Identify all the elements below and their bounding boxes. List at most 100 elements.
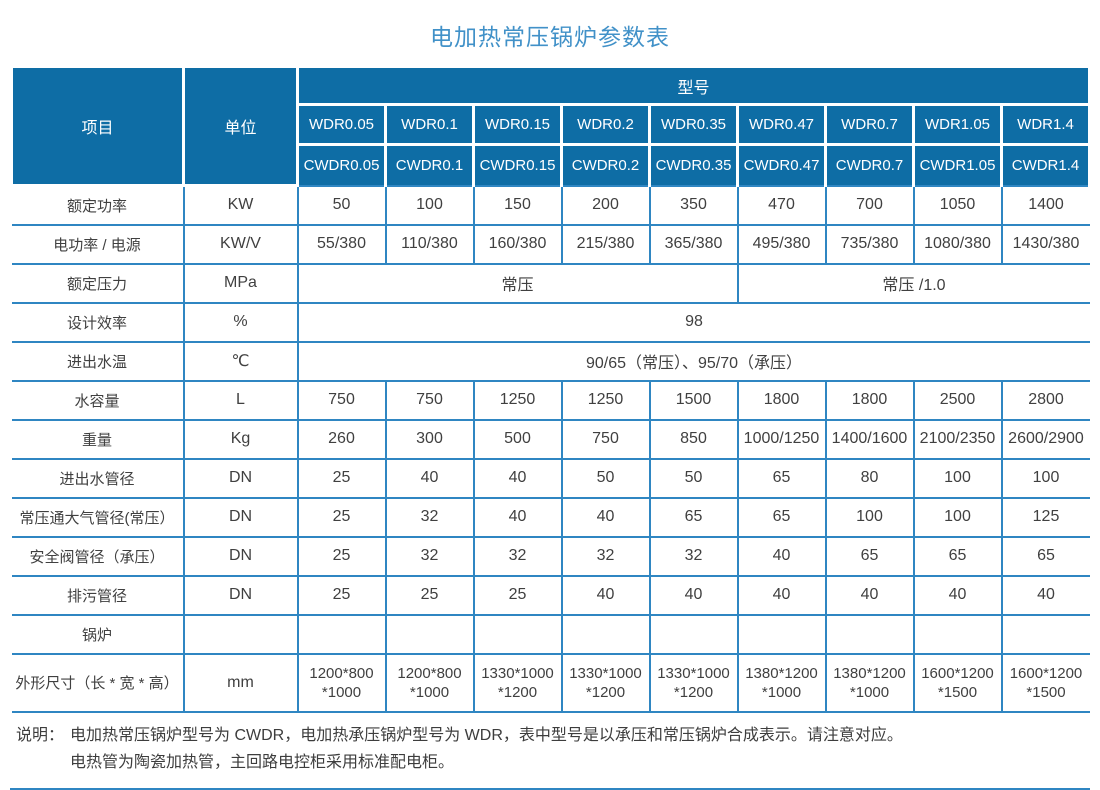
value-cell: 40 [736,574,827,616]
value-cell: 1330*1000 *1200 [560,652,651,713]
value-cell: 90/65（常压）、95/70（承压） [296,340,1090,382]
value-cell: 260 [296,418,387,460]
value-cell: 2100/2350 [912,418,1003,460]
row-label: 外形尺寸（长 * 宽 * 高） [11,652,185,713]
value-cell: 350 [648,184,739,226]
model-header-cell: WDR0.47 [736,103,827,146]
model-header-cell: WDR1.05 [912,103,1003,146]
value-cell: 65 [736,457,827,499]
value-cell: 750 [560,418,651,460]
value-cell: 常压 [296,262,739,304]
table-row: 进出水温 ℃ 90/65（常压）、95/70（承压） [11,340,1090,382]
value-cell: 850 [648,418,739,460]
table-row: 设计效率% 98 [11,301,1090,343]
value-cell: 1080/380 [912,223,1003,265]
value-cell: 40 [736,535,827,577]
value-cell: 200 [560,184,651,226]
value-cell: 40 [648,574,739,616]
row-unit: DN [182,496,299,538]
model-header-cell: CWDR0.7 [824,143,915,187]
unit-header-cell: 单位 [182,65,299,187]
model-header-cell: CWDR0.15 [472,143,563,187]
row-label: 水容量 [11,379,185,421]
model-group-header-cell: 型号 [296,65,1091,106]
value-cell: 470 [736,184,827,226]
row-unit: Kg [182,418,299,460]
value-cell: 1200*800 *1000 [296,652,387,713]
value-cell: 98 [296,301,1090,343]
value-cell [1000,613,1090,655]
value-cell: 40 [1000,574,1090,616]
value-cell: 750 [384,379,475,421]
row-unit: MPa [182,262,299,304]
row-label: 电功率 / 电源 [11,223,185,265]
row-unit: DN [182,535,299,577]
page-title: 电加热常压锅炉参数表 [430,24,670,50]
value-cell: 160/380 [472,223,563,265]
notes-line: 电加热常压锅炉型号为 CWDR，电加热承压锅炉型号为 WDR，表中型号是以承压和… [70,726,903,744]
row-unit: mm [182,652,299,713]
value-cell: 25 [384,574,475,616]
value-cell: 1600*1200 *1500 [912,652,1003,713]
value-cell: 40 [384,457,475,499]
model-header-cell: CWDR0.2 [560,143,651,187]
value-cell: 1330*1000 *1200 [648,652,739,713]
table-row: 电功率 / 电源 KW/V 55/380 110/380 160/380 215/380 3… [11,223,1090,265]
value-cell: 700 [824,184,915,226]
row-unit: L [182,379,299,421]
value-cell: 65 [824,535,915,577]
table-row: 额定压力 MPa 常压 常压 /1.0 [11,262,1090,304]
model-header-cell: WDR0.35 [648,103,739,146]
value-cell: 2800 [1000,379,1090,421]
value-cell: 50 [648,457,739,499]
value-cell: 32 [560,535,651,577]
value-cell: 65 [912,535,1003,577]
model-header-cell: CWDR0.05 [296,143,387,187]
value-cell: 32 [384,496,475,538]
item-header-cell: 项目 [10,65,185,187]
table-row: 锅炉 [11,613,1090,655]
value-cell: 40 [560,574,651,616]
value-cell: 40 [560,496,651,538]
parameter-table: 项目 单位 型号 WDR0.05 WDR0.1 WDR0.15 WDR0.2 WDR0.35 W… [10,65,1091,713]
value-cell [472,613,563,655]
value-cell: 1000/1250 [736,418,827,460]
row-label: 进出水管径 [11,457,185,499]
value-cell: 32 [648,535,739,577]
model-header-cell: WDR0.2 [560,103,651,146]
notes: 说明： 电加热常压锅炉型号为 CWDR，电加热承压锅炉型号为 WDR，表中型号是… [10,713,1090,790]
table-row: 外形尺寸（长 * 宽 * 高） mm 1200*800 *1000 1200*800 … [11,652,1090,713]
model-header-cell: WDR0.05 [296,103,387,146]
row-unit: ℃ [182,340,299,382]
value-cell [384,613,475,655]
value-cell: 125 [1000,496,1090,538]
value-cell: 365/380 [648,223,739,265]
notes-prefix: 说明： [16,726,65,744]
model-header-cell: CWDR0.47 [736,143,827,187]
table-row: 常压通大气管径(常压） DN 25 32 40 40 65 65 100 100 125 [11,496,1090,538]
value-cell: 1250 [560,379,651,421]
value-cell: 40 [472,457,563,499]
value-cell [560,613,651,655]
value-cell: 50 [296,184,387,226]
value-cell: 1200*800 *1000 [384,652,475,713]
value-cell: 25 [296,496,387,538]
value-cell: 55/380 [296,223,387,265]
row-label: 重量 [11,418,185,460]
value-cell: 150 [472,184,563,226]
model-header-cell: CWDR0.1 [384,143,475,187]
table-header: 项目 单位 型号 WDR0.05 WDR0.1 WDR0.15 WDR0.2 WDR0.35 W… [10,65,1091,187]
value-cell: 735/380 [824,223,915,265]
value-cell: 1500 [648,379,739,421]
value-cell: 1380*1200 *1000 [736,652,827,713]
model-header-cell: WDR0.15 [472,103,563,146]
value-cell: 495/380 [736,223,827,265]
notes-body: 电加热常压锅炉型号为 CWDR，电加热承压锅炉型号为 WDR，表中型号是以承压和… [64,722,1086,776]
value-cell: 1600*1200 *1500 [1000,652,1090,713]
table-row: 安全阀管径（承压） DN 25 32 32 32 32 40 65 65 65 [11,535,1090,577]
value-cell: 32 [384,535,475,577]
value-cell: 65 [1000,535,1090,577]
table-row: 进出水管径 DN 25 40 40 50 50 65 80 100 100 [11,457,1090,499]
value-cell: 100 [384,184,475,226]
